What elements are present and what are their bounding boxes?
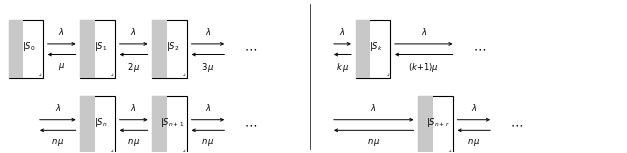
Text: $|S_2$: $|S_2$ [166, 40, 179, 53]
Bar [80, 20, 115, 78]
Bar [80, 96, 95, 153]
Text: $\cdots$: $\cdots$ [245, 119, 258, 132]
Text: $n\,\mu$: $n\,\mu$ [51, 137, 65, 148]
Bar [9, 20, 43, 78]
Text: $|S_1$: $|S_1$ [94, 40, 107, 53]
Text: $2\,\mu$: $2\,\mu$ [127, 61, 140, 74]
Text: $\cdots$: $\cdots$ [473, 43, 486, 56]
Text: $\lambda$: $\lambda$ [58, 26, 65, 37]
Bar [418, 96, 433, 153]
Text: $n\,\mu$: $n\,\mu$ [201, 137, 214, 148]
Bar [9, 20, 23, 78]
Text: ⌟: ⌟ [183, 71, 186, 76]
Text: $k\,\mu$: $k\,\mu$ [336, 61, 349, 74]
Text: $\lambda$: $\lambda$ [130, 102, 137, 113]
Text: $\lambda$: $\lambda$ [204, 102, 211, 113]
Text: $|S_{n+r}$: $|S_{n+r}$ [426, 116, 450, 129]
Bar [80, 96, 115, 153]
Text: ⌟: ⌟ [449, 147, 451, 152]
Text: $\lambda$: $\lambda$ [421, 26, 427, 37]
Text: $3\,\mu$: $3\,\mu$ [201, 61, 215, 74]
Text: $n\,\mu$: $n\,\mu$ [367, 137, 381, 148]
Bar [152, 96, 167, 153]
Text: ⌟: ⌟ [111, 147, 113, 152]
Text: $\lambda$: $\lambda$ [55, 102, 61, 113]
Bar [152, 96, 187, 153]
Text: $|S_{n+1}$: $|S_{n+1}$ [161, 116, 184, 129]
Text: $\mu$: $\mu$ [58, 61, 65, 72]
Text: ⌟: ⌟ [386, 71, 389, 76]
Text: $\lambda$: $\lambda$ [130, 26, 137, 37]
Text: $n\,\mu$: $n\,\mu$ [467, 137, 481, 148]
Text: ⌟: ⌟ [183, 147, 186, 152]
Text: $|S_n$: $|S_n$ [93, 116, 107, 129]
Bar [356, 20, 390, 78]
Bar [80, 20, 95, 78]
Text: $\lambda$: $\lambda$ [371, 102, 377, 113]
Bar [356, 20, 370, 78]
Text: $\lambda$: $\lambda$ [339, 26, 345, 37]
Text: $(k{+}1)\mu$: $(k{+}1)\mu$ [408, 61, 439, 74]
Text: $\cdots$: $\cdots$ [245, 43, 258, 56]
Text: ⌟: ⌟ [111, 71, 113, 76]
Text: ⌟: ⌟ [39, 71, 41, 76]
Text: $|S_k$: $|S_k$ [369, 40, 382, 53]
Text: $\cdots$: $\cdots$ [510, 119, 524, 132]
Bar [152, 20, 167, 78]
Text: $|S_0$: $|S_0$ [22, 40, 35, 53]
Bar [418, 96, 453, 153]
Text: $\lambda$: $\lambda$ [471, 102, 477, 113]
Text: $n\,\mu$: $n\,\mu$ [127, 137, 140, 148]
Bar [152, 20, 187, 78]
Text: $\lambda$: $\lambda$ [204, 26, 211, 37]
